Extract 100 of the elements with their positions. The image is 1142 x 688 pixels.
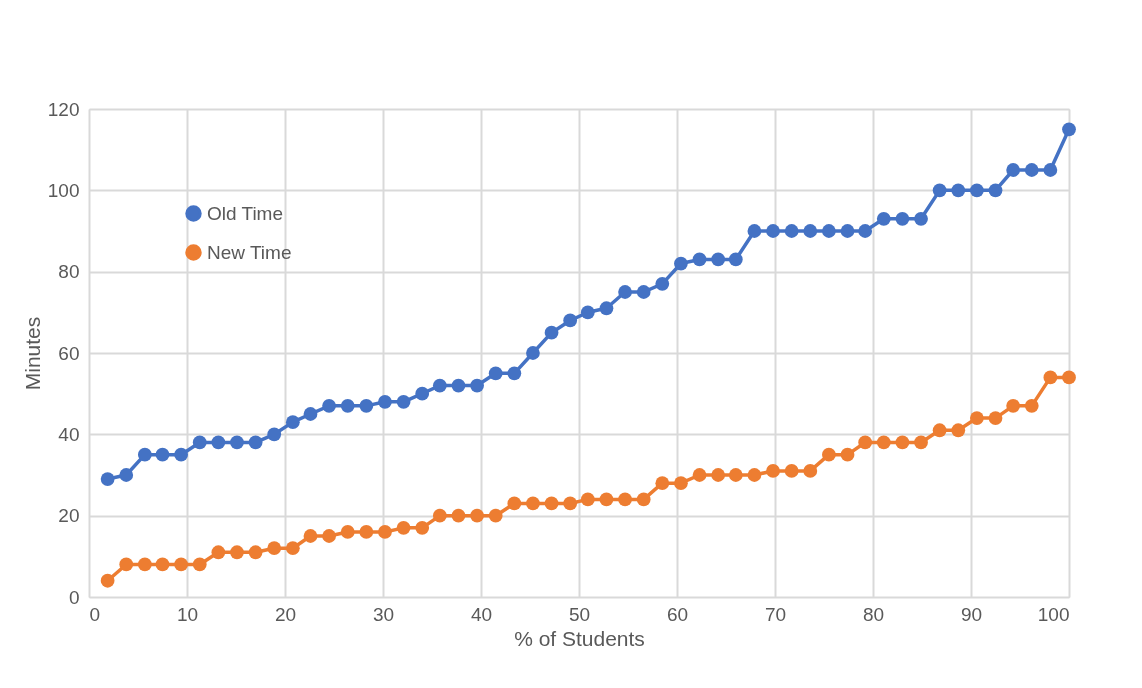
point (858, 224, 873, 238)
point (137, 447, 152, 462)
point (1024, 163, 1039, 177)
point (747, 224, 762, 238)
point (728, 252, 743, 267)
point (951, 423, 966, 438)
point (932, 183, 947, 198)
x-axis-title: % of Students (514, 626, 645, 650)
point (655, 476, 670, 491)
point (340, 398, 355, 413)
point (692, 252, 707, 267)
point (155, 447, 170, 462)
x-tick-label: 20 (274, 603, 297, 625)
point (876, 211, 891, 226)
point (451, 378, 466, 393)
point (636, 285, 651, 299)
point (248, 435, 263, 450)
point (876, 435, 891, 450)
point (359, 525, 374, 539)
point (415, 520, 430, 535)
point (432, 508, 447, 523)
point (378, 394, 392, 409)
point (1006, 398, 1021, 413)
point (378, 525, 392, 539)
point (488, 508, 503, 523)
point (580, 305, 595, 320)
x-tick-label: 90 (960, 603, 983, 625)
point (119, 468, 134, 482)
x-tick-label: 80 (862, 603, 885, 625)
y-tick-label: 0 (68, 586, 80, 608)
point (951, 183, 966, 198)
point (267, 541, 282, 556)
y-tick-label: 80 (58, 261, 80, 283)
y-tick-label: 100 (47, 179, 80, 201)
point (470, 378, 484, 393)
point (303, 529, 318, 543)
point (803, 224, 818, 238)
point (969, 183, 984, 198)
point (692, 468, 707, 482)
point (618, 285, 632, 299)
point (507, 496, 522, 511)
point (822, 447, 836, 462)
point (988, 411, 1003, 425)
x-tick-label: 50 (568, 603, 591, 625)
x-tick-label: 30 (372, 603, 395, 625)
point (100, 472, 115, 486)
point (784, 224, 799, 238)
point (599, 301, 614, 316)
point (285, 415, 300, 430)
point (544, 496, 559, 511)
point (526, 346, 540, 360)
point (618, 492, 632, 507)
legend-label: Old Time (207, 202, 284, 224)
point (211, 545, 226, 560)
point (526, 496, 540, 511)
x-tick-label: 70 (764, 603, 787, 625)
point (322, 529, 336, 543)
point (711, 252, 726, 267)
point (895, 211, 910, 226)
point (432, 378, 447, 393)
point (674, 256, 688, 271)
point (599, 492, 614, 507)
point (655, 276, 670, 291)
point (396, 520, 411, 535)
x-tick-label: 60 (666, 603, 689, 625)
point (728, 468, 743, 482)
point (415, 386, 430, 401)
point (803, 464, 818, 478)
point (285, 541, 300, 556)
point (544, 325, 559, 340)
point (340, 525, 355, 539)
point (969, 411, 984, 425)
point (1043, 370, 1058, 385)
point (1062, 122, 1076, 137)
x-tick-label: 40 (470, 603, 493, 625)
point (766, 224, 780, 238)
point (711, 468, 726, 482)
point (470, 508, 484, 523)
point (840, 224, 855, 238)
point (563, 496, 578, 511)
y-tick-label: 120 (47, 98, 80, 120)
x-tick-label: 100 (1037, 603, 1070, 625)
point (895, 435, 910, 450)
point (747, 468, 762, 482)
point (174, 447, 189, 462)
point (1062, 370, 1076, 385)
point (322, 398, 336, 413)
point (840, 447, 855, 462)
point (192, 557, 207, 572)
point (359, 398, 374, 413)
point (636, 492, 651, 507)
x-tick-label: 10 (176, 603, 199, 625)
point (914, 435, 928, 450)
point (211, 435, 226, 450)
point (580, 492, 595, 507)
legend-label: New Time (207, 241, 292, 263)
y-tick-label: 20 (58, 505, 80, 527)
y-axis-title: Minutes (20, 316, 44, 391)
point (100, 573, 115, 588)
point (155, 557, 170, 572)
